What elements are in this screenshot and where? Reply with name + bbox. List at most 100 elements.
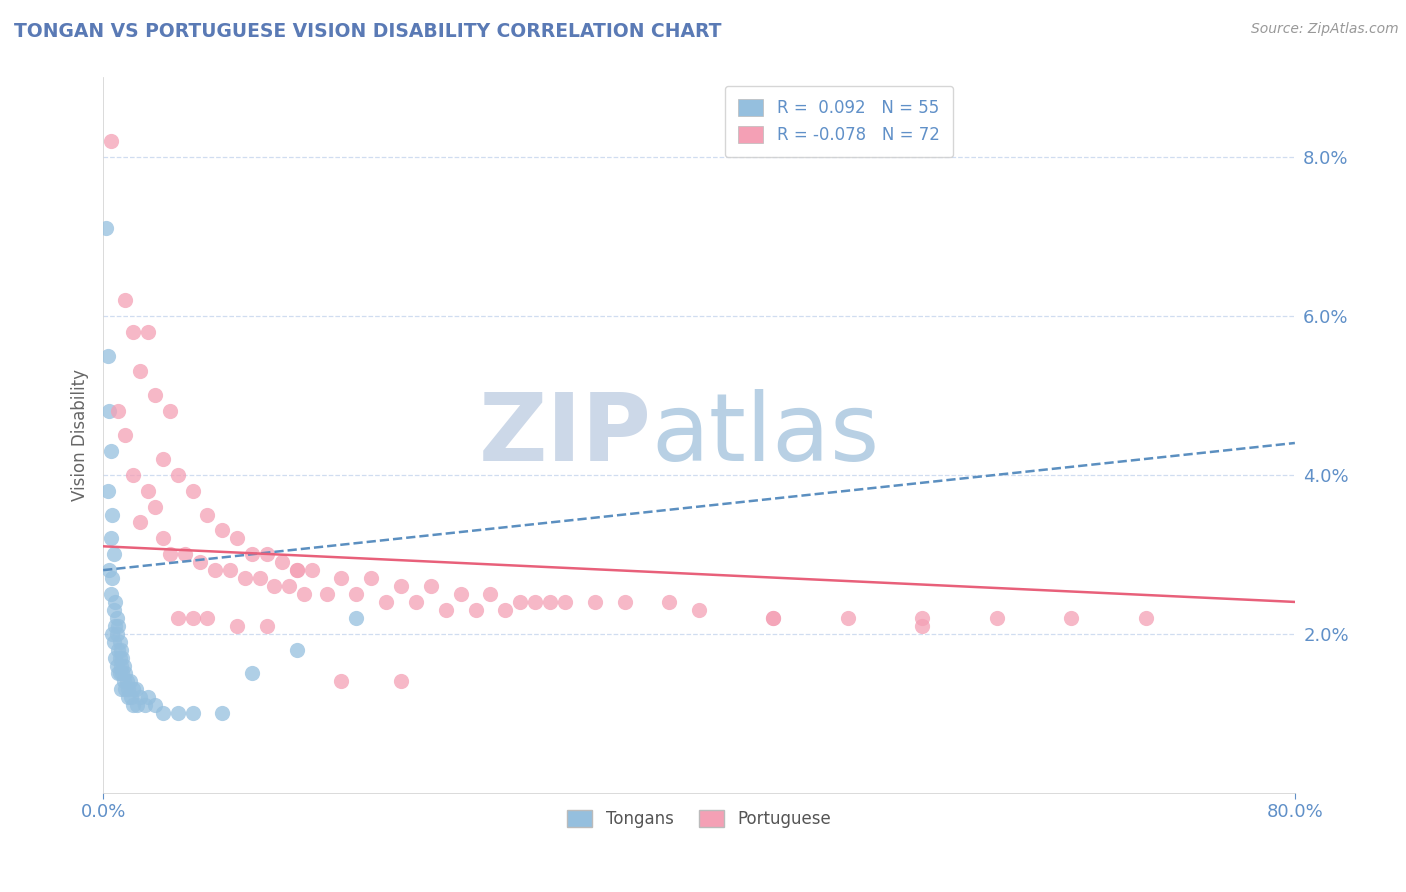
Point bbox=[197, 508, 219, 522]
Point bbox=[658, 595, 681, 609]
Point bbox=[389, 674, 412, 689]
Point bbox=[136, 483, 159, 498]
Point bbox=[315, 587, 337, 601]
Y-axis label: Vision Disability: Vision Disability bbox=[72, 369, 89, 501]
Text: ZIP: ZIP bbox=[478, 389, 651, 481]
Point bbox=[100, 587, 122, 601]
Point bbox=[101, 508, 124, 522]
Point bbox=[100, 444, 122, 458]
Point bbox=[330, 571, 353, 585]
Point bbox=[524, 595, 547, 609]
Point bbox=[211, 706, 233, 721]
Point bbox=[152, 451, 174, 466]
Point bbox=[143, 500, 166, 514]
Point bbox=[181, 611, 204, 625]
Point bbox=[114, 428, 136, 442]
Point bbox=[143, 698, 166, 713]
Point bbox=[100, 134, 122, 148]
Point bbox=[301, 563, 323, 577]
Point bbox=[103, 603, 125, 617]
Point bbox=[538, 595, 561, 609]
Point bbox=[218, 563, 240, 577]
Point bbox=[479, 587, 502, 601]
Point bbox=[136, 690, 159, 705]
Point bbox=[110, 658, 132, 673]
Point bbox=[226, 619, 249, 633]
Point bbox=[375, 595, 398, 609]
Point bbox=[122, 682, 145, 697]
Point bbox=[103, 634, 125, 648]
Point bbox=[125, 682, 148, 697]
Point bbox=[405, 595, 427, 609]
Point bbox=[107, 619, 129, 633]
Point bbox=[554, 595, 576, 609]
Point bbox=[211, 524, 233, 538]
Point bbox=[117, 690, 139, 705]
Point bbox=[188, 555, 211, 569]
Text: TONGAN VS PORTUGUESE VISION DISABILITY CORRELATION CHART: TONGAN VS PORTUGUESE VISION DISABILITY C… bbox=[14, 22, 721, 41]
Point bbox=[112, 674, 135, 689]
Point bbox=[583, 595, 606, 609]
Point bbox=[174, 547, 197, 561]
Point bbox=[285, 563, 308, 577]
Point bbox=[263, 579, 285, 593]
Point bbox=[97, 349, 120, 363]
Point bbox=[911, 619, 934, 633]
Point bbox=[111, 650, 134, 665]
Point bbox=[136, 325, 159, 339]
Point bbox=[114, 666, 136, 681]
Point bbox=[118, 674, 141, 689]
Point bbox=[127, 698, 149, 713]
Point bbox=[98, 404, 121, 418]
Point bbox=[270, 555, 292, 569]
Point bbox=[112, 658, 135, 673]
Point bbox=[233, 571, 256, 585]
Point bbox=[360, 571, 382, 585]
Point bbox=[107, 642, 129, 657]
Point bbox=[344, 587, 367, 601]
Point bbox=[122, 467, 145, 482]
Point bbox=[292, 587, 315, 601]
Point bbox=[181, 483, 204, 498]
Point bbox=[114, 293, 136, 307]
Point bbox=[107, 666, 129, 681]
Point bbox=[105, 626, 128, 640]
Point bbox=[114, 682, 136, 697]
Point bbox=[204, 563, 226, 577]
Point bbox=[166, 611, 188, 625]
Point bbox=[1060, 611, 1083, 625]
Point bbox=[104, 650, 127, 665]
Point bbox=[494, 603, 516, 617]
Point bbox=[419, 579, 441, 593]
Point bbox=[120, 690, 142, 705]
Point bbox=[762, 611, 785, 625]
Point bbox=[389, 579, 412, 593]
Point bbox=[110, 682, 132, 697]
Point bbox=[104, 619, 127, 633]
Point bbox=[226, 532, 249, 546]
Text: Source: ZipAtlas.com: Source: ZipAtlas.com bbox=[1251, 22, 1399, 37]
Point bbox=[285, 642, 308, 657]
Point bbox=[94, 221, 117, 235]
Point bbox=[98, 563, 121, 577]
Point bbox=[197, 611, 219, 625]
Point bbox=[240, 666, 263, 681]
Point bbox=[107, 404, 129, 418]
Point bbox=[103, 547, 125, 561]
Point bbox=[762, 611, 785, 625]
Point bbox=[110, 642, 132, 657]
Point bbox=[911, 611, 934, 625]
Point bbox=[122, 325, 145, 339]
Point bbox=[249, 571, 271, 585]
Point bbox=[152, 706, 174, 721]
Point bbox=[344, 611, 367, 625]
Point bbox=[330, 674, 353, 689]
Point bbox=[108, 650, 131, 665]
Point bbox=[115, 674, 138, 689]
Point bbox=[837, 611, 859, 625]
Point bbox=[117, 682, 139, 697]
Point bbox=[613, 595, 636, 609]
Point bbox=[464, 603, 486, 617]
Point bbox=[434, 603, 457, 617]
Point bbox=[509, 595, 531, 609]
